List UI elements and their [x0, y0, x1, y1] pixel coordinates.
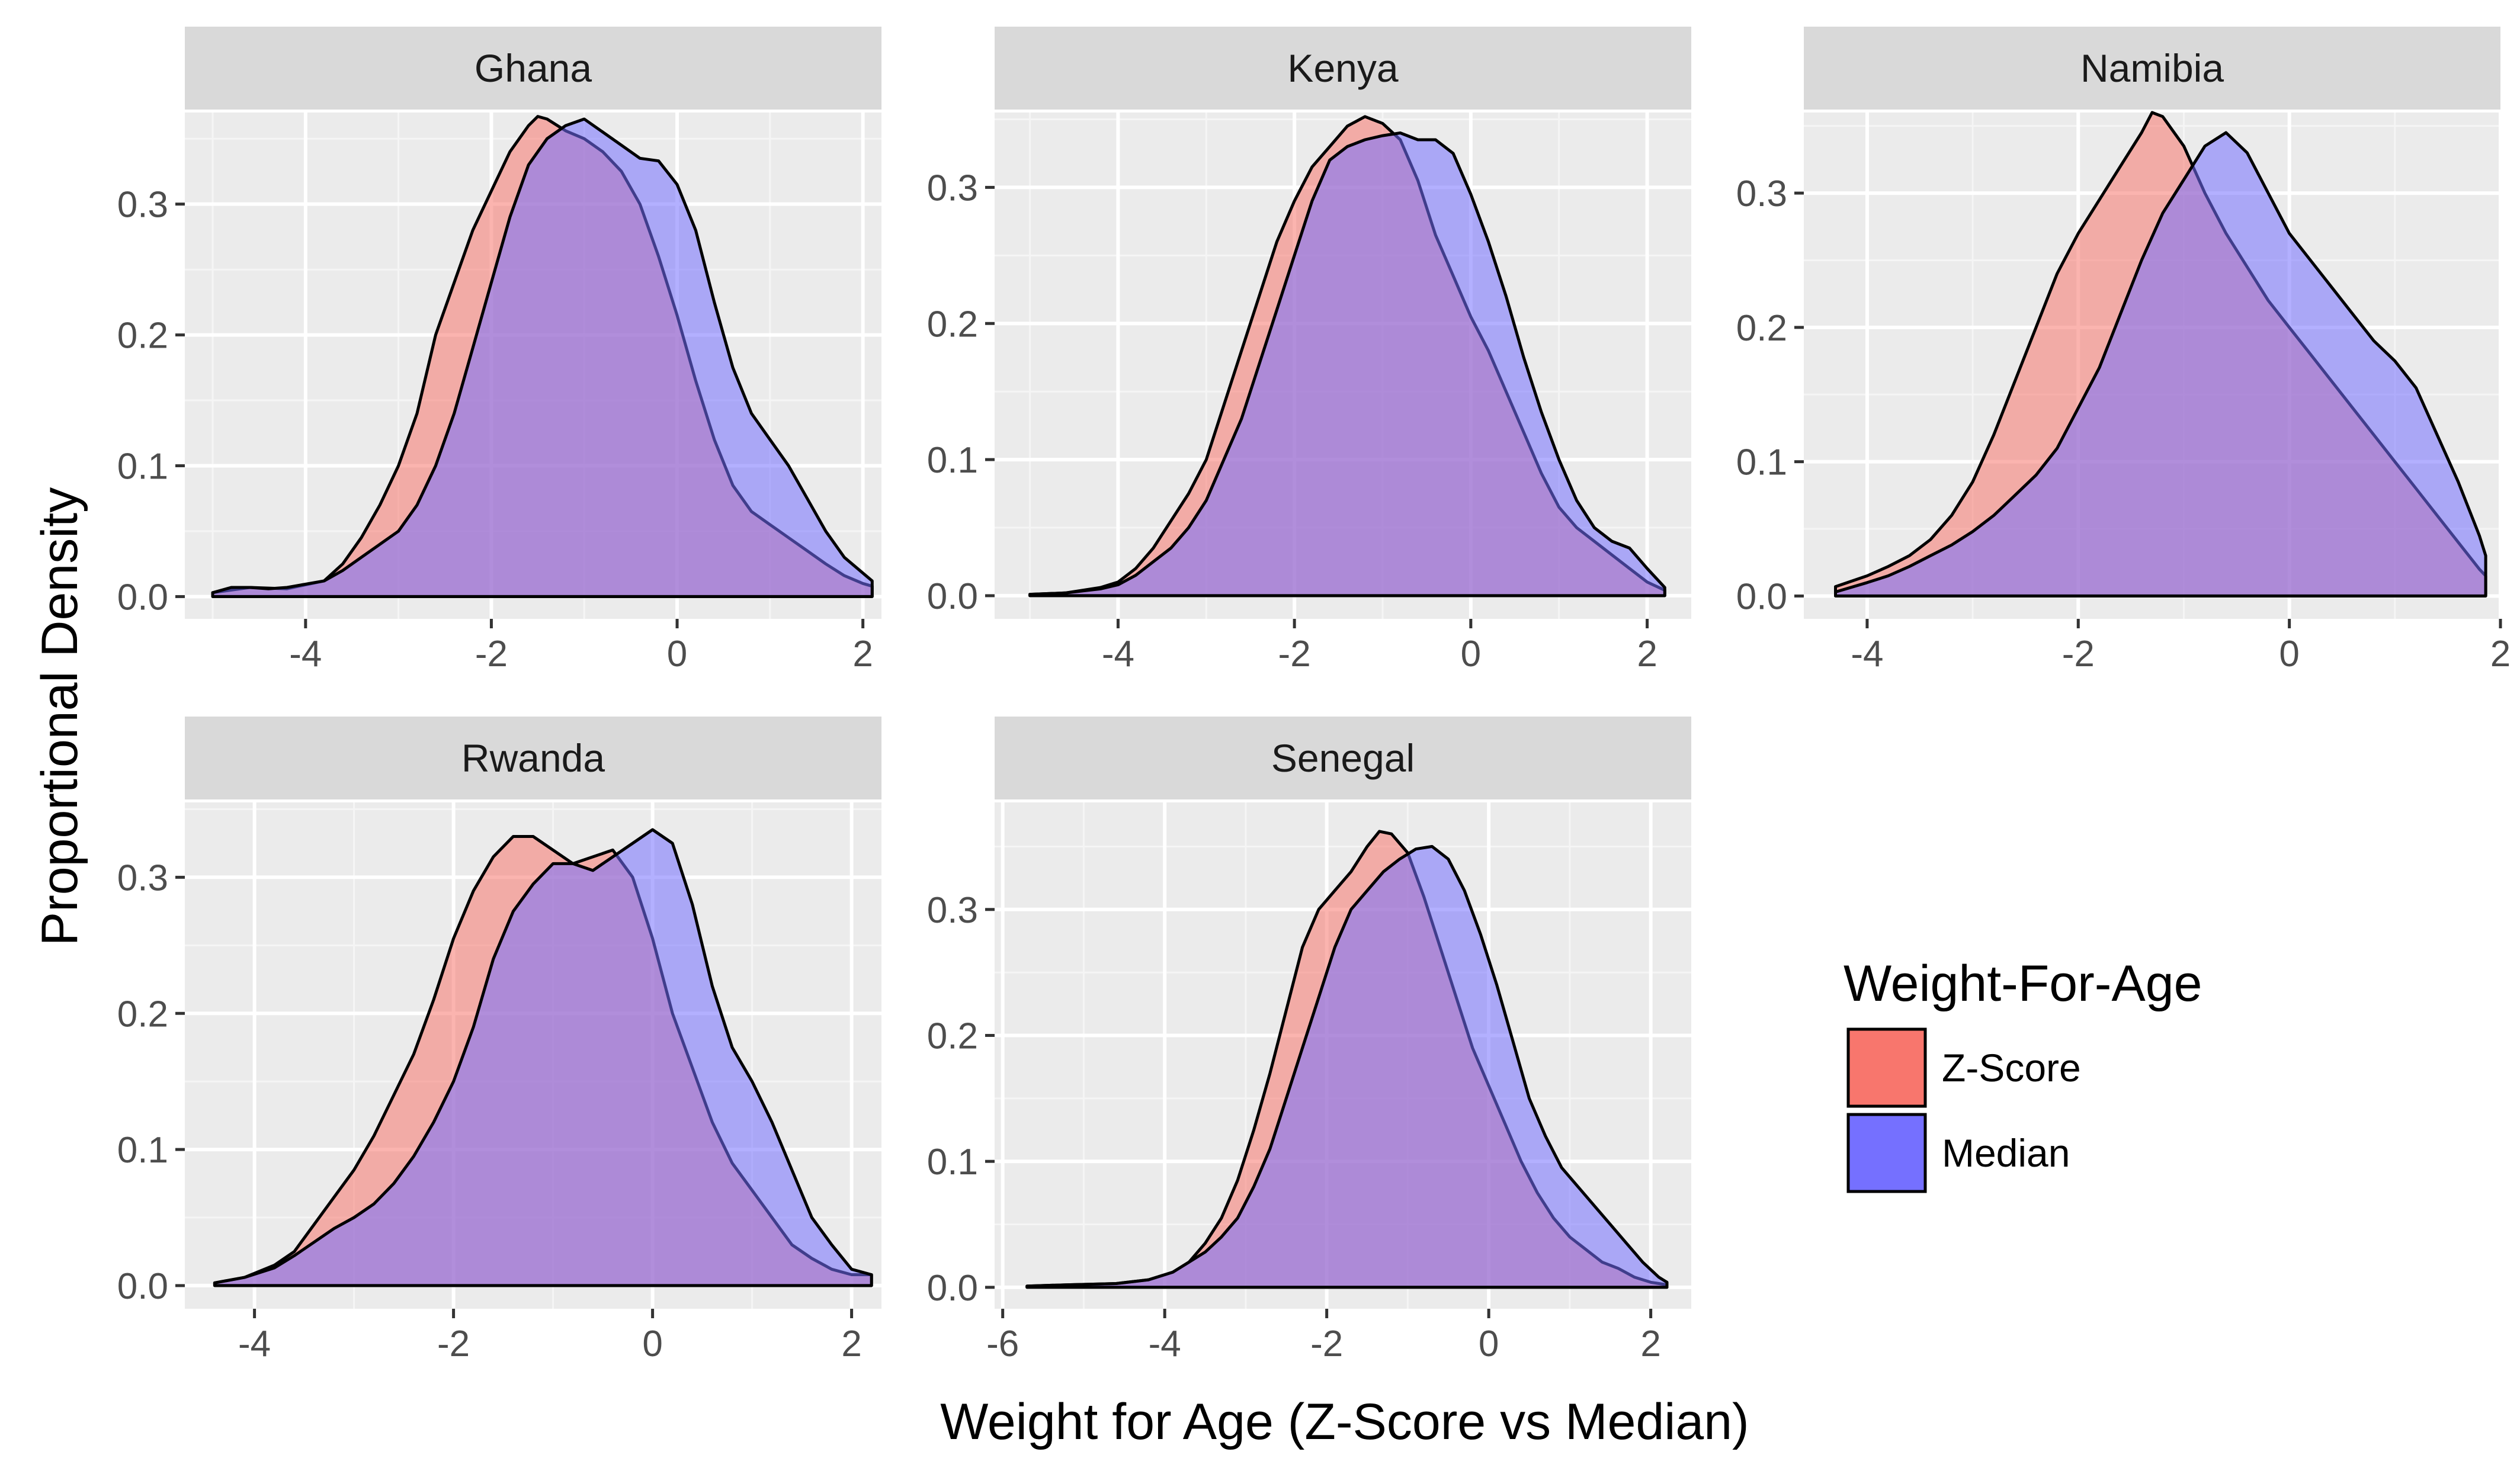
x-tick-label: -2	[1278, 634, 1311, 675]
y-tick-label: 0.3	[927, 890, 978, 931]
density-median-namibia	[1834, 131, 2487, 598]
x-tick-label: -4	[238, 1324, 271, 1364]
y-tick-label: 0.3	[117, 185, 168, 226]
strip-label-senegal: Senegal	[1271, 736, 1415, 780]
y-tick-label: 0.3	[1736, 174, 1787, 214]
x-tick-label: 0	[642, 1324, 662, 1364]
strip-label-kenya: Kenya	[1287, 46, 1398, 90]
x-tick-label: -4	[1102, 634, 1134, 675]
density-median-ghana	[211, 117, 874, 598]
strip-namibia	[1804, 27, 2500, 110]
y-tick-label: 0.1	[1736, 442, 1787, 483]
x-tick-label: -2	[437, 1324, 470, 1364]
density-median-senegal	[1025, 844, 1669, 1289]
x-tick-label: 2	[841, 1324, 861, 1364]
legend-label-median: Median	[1942, 1131, 2070, 1175]
x-tick-label: 0	[1479, 1324, 1499, 1364]
panel-senegal: Senegal -6 -4 -2 0 2 0.0 0.1 0.2 0.3	[927, 717, 1691, 1364]
y-tick-label: 0.0	[1736, 576, 1787, 617]
y-tick-label: 0.1	[117, 447, 168, 487]
density-median-kenya	[1028, 131, 1666, 598]
x-tick-label: 2	[852, 634, 873, 675]
x-tick-label: 2	[1640, 1324, 1660, 1364]
y-tick-label: 0.2	[1736, 308, 1787, 349]
strip-kenya	[995, 27, 1691, 110]
strip-senegal	[995, 717, 1691, 799]
y-tick-label: 0.0	[927, 1268, 978, 1309]
legend-key-median	[1846, 1113, 1927, 1193]
x-tick-label: -2	[475, 634, 508, 675]
y-tick-label: 0.1	[927, 1142, 978, 1183]
panel-ghana: Ghana -4 -2 0 2 0.0 0.1 0.2 0.3	[117, 27, 881, 675]
legend-title: Weight-For-Age	[1843, 955, 2202, 1012]
legend: Weight-For-Age Z-Score Median	[1843, 955, 2202, 1193]
x-axis-title: Weight for Age (Z-Score vs Median)	[940, 1393, 1749, 1450]
x-tick-label: 2	[2490, 634, 2511, 675]
y-tick-label: 0.0	[927, 576, 978, 617]
legend-label-z-score: Z-Score	[1942, 1046, 2081, 1090]
strip-ghana	[185, 27, 881, 110]
y-tick-label: 0.1	[117, 1130, 168, 1171]
y-tick-label: 0.3	[927, 168, 978, 208]
x-tick-label: 0	[1461, 634, 1481, 675]
density-median-rwanda	[213, 828, 873, 1287]
panel-rwanda: Rwanda -4 -2 0 2 0.0 0.1 0.2 0.3	[117, 717, 881, 1364]
strip-label-ghana: Ghana	[474, 46, 592, 90]
panel-kenya: Kenya -4 -2 0 2 0.0 0.1 0.2 0.3	[927, 27, 1691, 675]
panels-layer: Ghana -4 -2 0 2 0.0 0.1 0.2 0.3 Kenya -4 -2 0 2 0.0 0.1…	[117, 27, 2511, 1364]
y-axis-title: Proportional Density	[31, 487, 88, 946]
x-tick-label: -2	[1310, 1324, 1343, 1364]
y-tick-label: 0.3	[117, 857, 168, 898]
strip-label-rwanda: Rwanda	[461, 736, 605, 780]
y-tick-label: 0.0	[117, 577, 168, 618]
x-tick-label: 0	[667, 634, 687, 675]
x-tick-label: -6	[986, 1324, 1019, 1364]
legend-key-z-score	[1846, 1027, 1927, 1108]
x-tick-label: -4	[1149, 1324, 1181, 1364]
y-tick-label: 0.2	[927, 304, 978, 345]
x-tick-label: 2	[1637, 634, 1657, 675]
y-tick-label: 0.1	[927, 440, 978, 481]
panel-namibia: Namibia -4 -2 0 2 0.0 0.1 0.2 0.3	[1736, 27, 2511, 675]
y-tick-label: 0.2	[117, 316, 168, 356]
y-tick-label: 0.2	[927, 1016, 978, 1056]
x-tick-label: -2	[2062, 634, 2095, 675]
strip-rwanda	[185, 717, 881, 799]
y-tick-label: 0.2	[117, 994, 168, 1035]
y-tick-label: 0.0	[117, 1266, 168, 1307]
x-tick-label: -4	[1851, 634, 1883, 675]
strip-label-namibia: Namibia	[2080, 46, 2224, 90]
x-tick-label: -4	[289, 634, 322, 675]
x-tick-label: 0	[2279, 634, 2299, 675]
